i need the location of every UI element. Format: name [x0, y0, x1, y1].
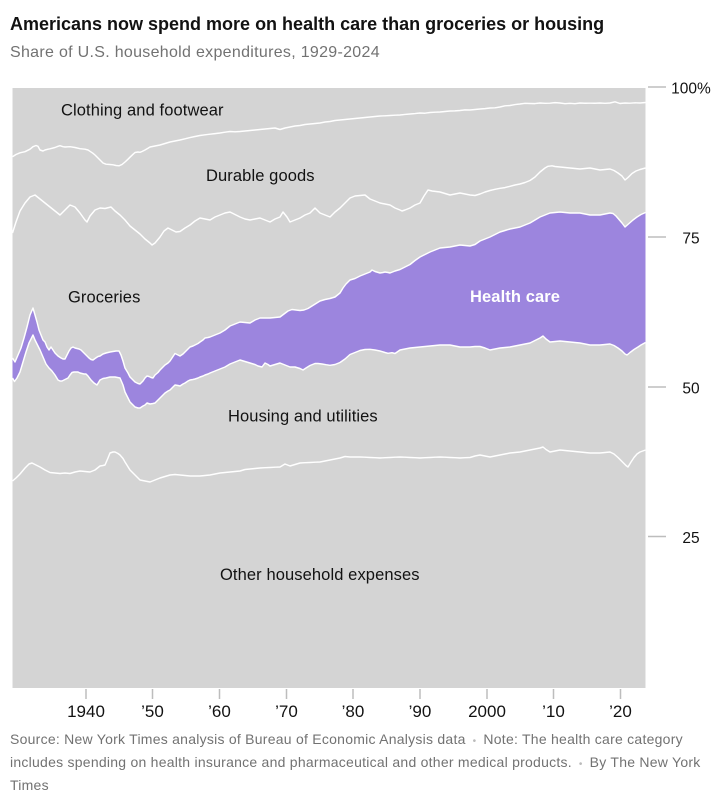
svg-text:Housing and utilities: Housing and utilities: [228, 408, 378, 426]
svg-text:Clothing and footwear: Clothing and footwear: [61, 102, 224, 120]
svg-text:’70: ’70: [275, 702, 298, 721]
svg-text:2000: 2000: [468, 702, 506, 721]
svg-text:Other household expenses: Other household expenses: [220, 566, 420, 584]
svg-text:75: 75: [682, 230, 699, 247]
svg-text:50: 50: [682, 380, 700, 397]
svg-text:’80: ’80: [342, 702, 365, 721]
svg-text:25: 25: [682, 530, 699, 547]
svg-text:Durable goods: Durable goods: [206, 167, 315, 185]
svg-text:’20: ’20: [609, 702, 632, 721]
svg-text:Health care: Health care: [470, 288, 560, 306]
svg-text:Groceries: Groceries: [68, 289, 140, 307]
svg-text:’10: ’10: [542, 702, 565, 721]
svg-text:1940: 1940: [67, 702, 105, 721]
svg-text:’60: ’60: [208, 702, 231, 721]
svg-text:100%: 100%: [671, 80, 711, 97]
svg-text:’50: ’50: [141, 702, 164, 721]
svg-text:’90: ’90: [409, 702, 432, 721]
